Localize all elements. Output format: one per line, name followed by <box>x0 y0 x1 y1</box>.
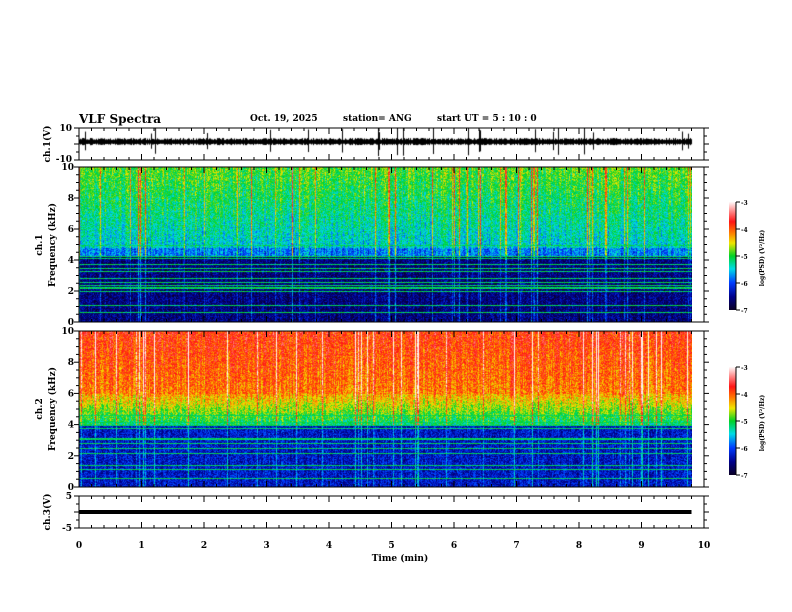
colorbar-tick-label: -3 <box>741 365 748 372</box>
spectrogram-ytick-label: 10 <box>61 327 74 337</box>
ch3-waveform-line <box>79 510 692 514</box>
spectrogram-ytick-label: 2 <box>68 287 74 297</box>
x-tick-label: 4 <box>326 541 332 551</box>
start-time-label: start UT = 5 : 10 : 0 <box>437 114 537 124</box>
spectrogram-ytick-label: 4 <box>68 421 74 431</box>
colorbar-tick-label: -4 <box>741 392 748 399</box>
x-tick-label: 7 <box>513 541 519 551</box>
panel-frame <box>78 330 705 488</box>
ch3-ytick-label: -5 <box>62 524 72 534</box>
x-tick-label: 6 <box>451 541 457 551</box>
spectrogram-ytick-label: 8 <box>68 194 74 204</box>
ch3-ytick-label: 5 <box>66 492 72 502</box>
spectrogram-ytick-label: 2 <box>68 452 74 462</box>
spectrogram-ytick-label: 4 <box>68 256 74 266</box>
ch1-ytick-label: -10 <box>56 155 72 165</box>
ch1-spectrogram-ylabel: Frequency (kHz) <box>47 203 58 287</box>
ch1-spectrogram-plot <box>79 167 692 322</box>
spectrogram-ytick-label: 0 <box>68 318 74 328</box>
spectrogram-ytick-label: 6 <box>68 225 74 235</box>
ch1-ylabel: ch.1(V) <box>42 126 53 163</box>
figure-title: VLF Spectra <box>79 112 162 126</box>
spectrogram-ytick-label: 0 <box>68 483 74 493</box>
x-tick-label: 1 <box>138 541 144 551</box>
ch3-ylabel: ch.3(V) <box>42 494 53 531</box>
colorbar-tick-label: -4 <box>741 227 748 234</box>
colorbar-tick-label: -7 <box>741 308 748 315</box>
colorbar-tick-label: -5 <box>741 419 748 426</box>
x-tick-label: 9 <box>638 541 644 551</box>
ch1-ytick-label: 10 <box>59 124 72 134</box>
ch1-colorbar <box>729 202 736 310</box>
x-tick-label: 10 <box>698 541 711 551</box>
x-tick-label: 0 <box>76 541 82 551</box>
x-axis-label: Time (min) <box>372 553 429 564</box>
colorbar-tick-label: -3 <box>741 200 748 207</box>
ch1-spectrogram-ylabel: ch.1 <box>35 234 45 255</box>
x-tick-label: 5 <box>388 541 394 551</box>
colorbar-tick-label: -7 <box>741 473 748 480</box>
panel-frame <box>78 166 705 323</box>
colorbar-tick-label: -5 <box>741 254 748 261</box>
station-label: station= ANG <box>343 114 412 124</box>
spectrogram-ytick-label: 8 <box>68 358 74 368</box>
colorbar-label: log(PSD) (V²/Hz) <box>759 395 766 452</box>
spectrogram-ytick-label: 10 <box>61 163 74 173</box>
ch2-colorbar <box>729 367 736 475</box>
spectrogram-ytick-label: 6 <box>68 389 74 399</box>
x-tick-label: 8 <box>576 541 582 551</box>
colorbar-tick-label: -6 <box>741 281 748 288</box>
x-tick-label: 3 <box>263 541 269 551</box>
ch2-spectrogram-ylabel: Frequency (kHz) <box>47 367 58 451</box>
x-tick-label: 2 <box>201 541 207 551</box>
colorbar-label: log(PSD) (V²/Hz) <box>759 230 766 287</box>
date-label: Oct. 19, 2025 <box>250 114 318 124</box>
colorbar-tick-label: -6 <box>741 446 748 453</box>
ch2-spectrogram-ylabel: ch.2 <box>35 398 45 419</box>
ch2-spectrogram-plot <box>79 331 692 487</box>
